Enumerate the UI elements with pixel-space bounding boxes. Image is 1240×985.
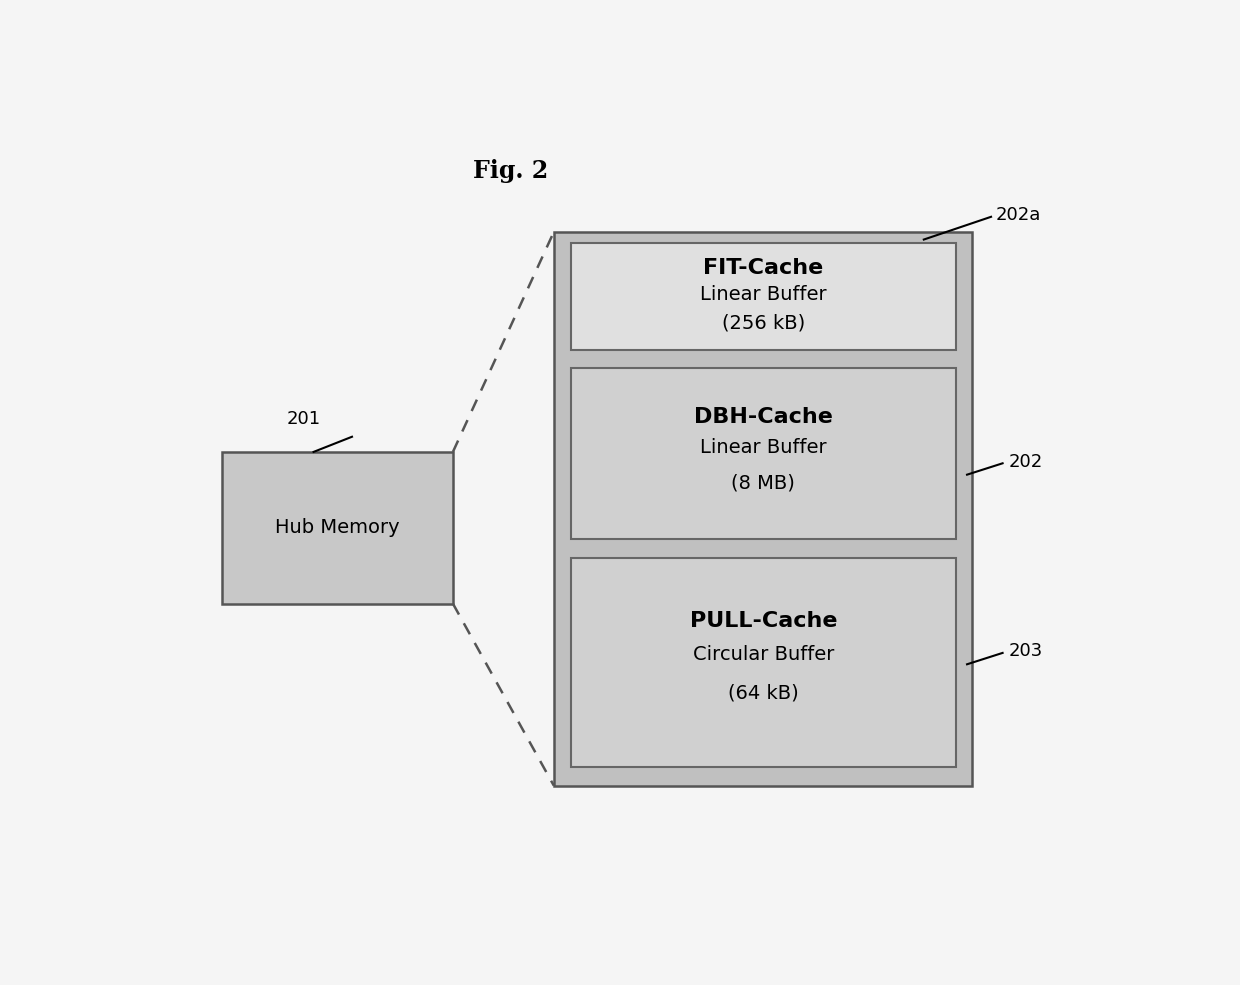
Bar	[572, 243, 956, 350]
Bar	[222, 452, 453, 604]
Text: Hub Memory: Hub Memory	[275, 518, 401, 537]
Text: 203: 203	[1008, 642, 1043, 660]
Text: Circular Buffer: Circular Buffer	[693, 645, 835, 664]
Text: Linear Buffer: Linear Buffer	[701, 438, 827, 457]
Text: FIT-Cache: FIT-Cache	[703, 258, 823, 278]
Text: 202a: 202a	[996, 206, 1042, 224]
Bar	[554, 232, 972, 786]
Text: DBH-Cache: DBH-Cache	[694, 408, 833, 427]
Text: (64 kB): (64 kB)	[728, 684, 799, 702]
Bar	[572, 368, 956, 539]
Text: Fig. 2: Fig. 2	[472, 160, 548, 183]
Text: Linear Buffer: Linear Buffer	[701, 285, 827, 303]
Text: 201: 201	[286, 410, 321, 427]
Text: PULL-Cache: PULL-Cache	[689, 611, 837, 630]
Text: (8 MB): (8 MB)	[732, 473, 795, 492]
Text: (256 kB): (256 kB)	[722, 313, 805, 333]
Text: 202: 202	[1008, 453, 1043, 471]
Bar	[572, 558, 956, 766]
